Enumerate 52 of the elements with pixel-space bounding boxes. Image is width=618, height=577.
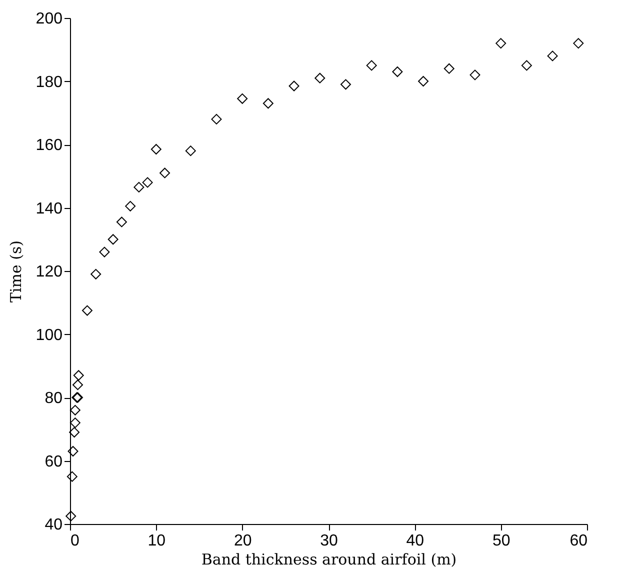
point bbox=[70, 404, 80, 416]
point bbox=[262, 98, 274, 109]
point bbox=[68, 446, 78, 457]
point bbox=[116, 216, 127, 228]
x-axis-title: Band thickness around airfoil (m) bbox=[201, 550, 457, 568]
point bbox=[314, 72, 326, 84]
x-tick-label: 30 bbox=[320, 532, 338, 550]
point bbox=[496, 38, 506, 49]
x-tick-label: 20 bbox=[234, 532, 252, 550]
point bbox=[185, 146, 196, 156]
point bbox=[70, 418, 80, 428]
point bbox=[288, 80, 300, 92]
y-tick-label: 160 bbox=[36, 137, 63, 154]
point bbox=[237, 93, 248, 104]
point bbox=[160, 168, 170, 178]
point bbox=[142, 177, 153, 188]
point bbox=[73, 370, 84, 381]
point bbox=[108, 234, 118, 245]
x-tick-label: 40 bbox=[406, 532, 424, 550]
point bbox=[82, 305, 92, 316]
point bbox=[66, 471, 78, 482]
x-tick-label: 60 bbox=[570, 532, 588, 550]
x-tick-label: 0 bbox=[70, 532, 80, 550]
y-tick-label: 40 bbox=[44, 516, 63, 534]
y-tick-label: 120 bbox=[36, 264, 63, 280]
y-tick-label: 180 bbox=[36, 74, 63, 91]
point bbox=[392, 66, 403, 78]
y-tick-label: 60 bbox=[44, 453, 63, 470]
point bbox=[366, 60, 377, 71]
point bbox=[573, 38, 584, 49]
point bbox=[521, 60, 532, 71]
point bbox=[90, 268, 102, 280]
y-tick-label: 200 bbox=[36, 10, 63, 28]
point bbox=[340, 79, 351, 90]
point bbox=[69, 427, 80, 438]
y-tick-label: 100 bbox=[36, 326, 63, 344]
point bbox=[72, 380, 83, 390]
y-axis-title: Time (s) bbox=[6, 240, 25, 303]
point bbox=[547, 50, 558, 62]
point bbox=[125, 200, 136, 212]
x-tick-label: 50 bbox=[492, 532, 510, 550]
point bbox=[470, 70, 480, 80]
point bbox=[211, 114, 222, 124]
point bbox=[418, 76, 429, 86]
y-tick-label: 140 bbox=[36, 200, 63, 218]
point bbox=[99, 246, 110, 258]
point bbox=[150, 144, 162, 154]
point bbox=[444, 63, 454, 74]
point bbox=[66, 510, 76, 522]
point bbox=[134, 182, 144, 192]
y-tick-label: 80 bbox=[44, 390, 63, 407]
x-tick-label: 10 bbox=[148, 532, 166, 550]
